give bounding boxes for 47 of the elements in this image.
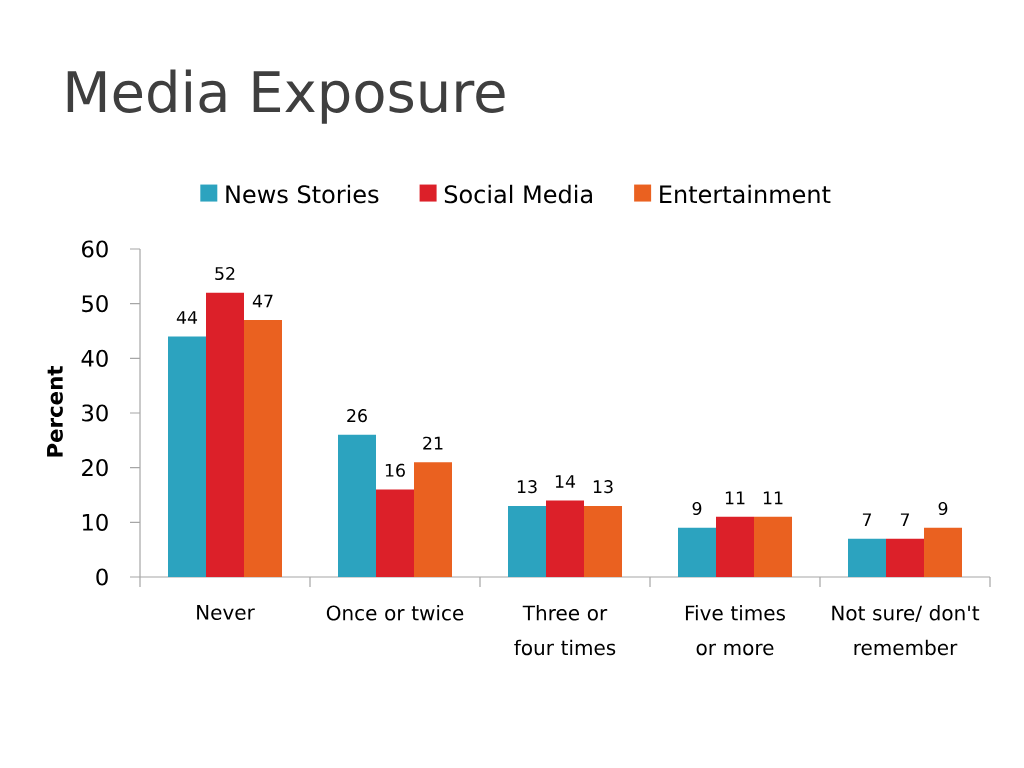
bar [848,538,887,577]
data-label: 52 [215,266,235,281]
data-label: 16 [385,463,405,477]
bar [206,292,244,577]
x-tick-label: Five times or more [685,605,786,656]
data-label: 44 [176,311,198,324]
y-axis-title: Percent [47,365,63,457]
legend-label: News Stories [226,184,379,204]
bar [244,320,282,577]
bar [414,462,452,577]
bar [886,538,925,577]
bar [584,505,623,577]
y-tick-label: 50 [82,295,108,313]
data-label: 26 [347,409,367,423]
y-tick-label: 20 [82,459,108,477]
bar [678,527,716,577]
data-label: 47 [252,294,273,308]
data-label: 14 [555,475,576,488]
legend-label: Entertainment [660,184,831,204]
bar [546,500,585,577]
bar [508,505,546,577]
bar [338,434,376,577]
bar [376,489,415,577]
bar [924,527,962,577]
y-tick-label: 10 [82,513,108,531]
data-label: 11 [725,491,745,505]
y-tick-label: 30 [82,404,108,422]
y-tick-label: 40 [81,349,108,367]
bar [754,516,793,577]
data-label: 7 [900,513,910,527]
x-tick-label: Never [197,605,255,620]
y-tick-label: 0 [96,568,108,586]
data-label: 13 [593,480,613,494]
data-label: 13 [517,480,537,494]
y-tick-label: 60 [82,240,108,258]
data-label: 7 [862,513,872,527]
legend-label: Social Media [444,184,592,204]
x-tick-label: Three or four times [514,605,616,656]
data-label: 11 [763,491,783,505]
chart-title: Media Exposure [67,69,505,124]
data-label: 9 [938,501,948,516]
x-tick-label: Once or twice [326,605,464,621]
bar [168,336,206,577]
data-label: 21 [423,436,443,450]
x-tick-label: Not sure/ don't remember [832,605,980,656]
data-label: 9 [692,501,702,516]
bar [716,516,754,577]
